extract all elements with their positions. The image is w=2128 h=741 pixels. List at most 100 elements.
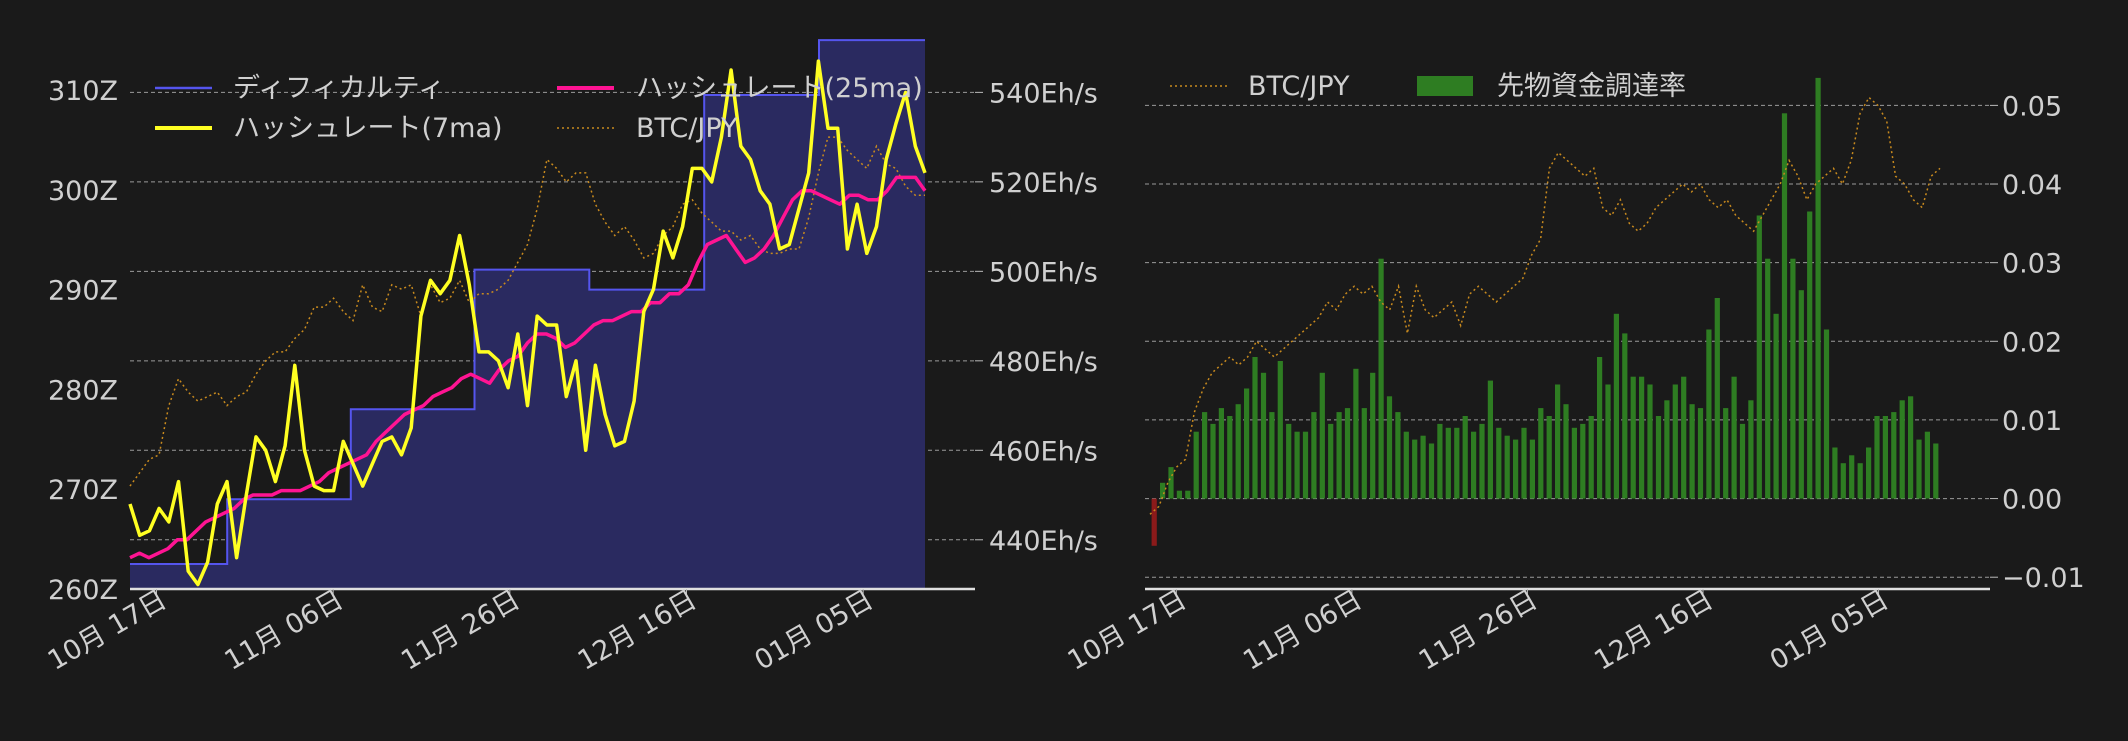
funding-bar — [1697, 408, 1704, 499]
funding-bar — [1933, 443, 1939, 499]
funding-bar — [1538, 408, 1544, 499]
tick-label-0: −0.01 — [2002, 563, 2085, 594]
legend-label-difficulty: ディフィカルティ — [233, 73, 445, 104]
funding-bar — [1849, 455, 1855, 499]
funding-bar — [1168, 467, 1174, 499]
funding-bar — [1630, 376, 1636, 499]
funding-bar — [1823, 329, 1830, 499]
funding-bar — [1513, 439, 1519, 499]
funding-bar — [1462, 416, 1468, 499]
funding-bar — [1731, 376, 1737, 499]
funding-bar — [1639, 376, 1645, 499]
funding-bar — [1353, 368, 1359, 499]
funding-bar — [1235, 404, 1241, 499]
funding-bar — [1571, 427, 1577, 499]
funding-bar — [1311, 412, 1317, 499]
funding-bar — [1664, 400, 1670, 499]
funding-bar — [1244, 388, 1250, 499]
left-legend: ディフィカルティ ハッシュレート(25ma) ハッシュレート(7ma) BTC/… — [155, 73, 923, 144]
funding-bar — [1395, 412, 1401, 499]
funding-bar — [1328, 423, 1334, 499]
legend-swatch-funding-rate — [1417, 76, 1473, 96]
funding-bar — [1706, 329, 1712, 499]
funding-bar — [1420, 435, 1426, 499]
funding-bar — [1529, 439, 1535, 499]
funding-bar — [1613, 313, 1619, 499]
funding-bar — [1210, 423, 1216, 499]
legend-label-hashrate-25ma: ハッシュレート(25ma) — [636, 73, 923, 104]
legend-label-btc-jpy: BTC/JPY — [636, 113, 738, 144]
funding-bar — [1815, 77, 1821, 499]
difficulty-area — [130, 40, 925, 590]
funding-bar — [1403, 431, 1409, 499]
hashrate-25ma-line — [129, 175, 927, 560]
funding-bar — [1386, 396, 1393, 499]
left-tick-label-0: 260Z — [48, 575, 118, 606]
btc-jpy-line — [129, 136, 925, 487]
funding-bar — [1605, 384, 1611, 499]
funding-bar — [1891, 412, 1897, 499]
funding-rate-bars — [1151, 77, 1939, 546]
funding-bar — [1176, 490, 1182, 499]
funding-bar — [1319, 372, 1325, 499]
funding-bar — [1378, 258, 1384, 499]
legend-label-hashrate-7ma: ハッシュレート(7ma) — [233, 113, 503, 144]
funding-bar — [1336, 412, 1342, 499]
tick-label-5: 0.04 — [2002, 170, 2062, 201]
funding-bar — [1908, 396, 1914, 499]
left-tick-label-5: 310Z — [48, 76, 118, 107]
funding-bar — [1294, 431, 1300, 499]
funding-bar — [1916, 439, 1922, 499]
funding-bar — [1479, 423, 1485, 499]
right-tick-label-4: 520Eh/s — [989, 168, 1098, 199]
tick-label-2: 0.01 — [2002, 406, 2062, 437]
funding-bar — [1899, 400, 1905, 499]
funding-bar — [1227, 416, 1233, 499]
funding-bar — [1496, 427, 1502, 499]
funding-bar — [1361, 408, 1367, 499]
funding-bar — [1344, 408, 1351, 499]
left-tick-label-1: 270Z — [48, 475, 118, 506]
funding-bar — [1672, 384, 1678, 499]
left-y-axis-ticks: 260Z 270Z 280Z 290Z 300Z 310Z — [48, 76, 118, 606]
funding-bar — [1445, 427, 1451, 499]
funding-bar — [1655, 416, 1662, 499]
funding-bar — [1647, 384, 1653, 499]
funding-bar — [1454, 427, 1460, 499]
funding-bar — [1773, 313, 1779, 499]
funding-bar — [1555, 384, 1561, 499]
funding-bar — [1748, 400, 1754, 499]
tick-label-6: 0.05 — [2002, 91, 2062, 122]
funding-bar — [1832, 447, 1838, 499]
right-tick-label-2: 480Eh/s — [989, 347, 1098, 378]
funding-bar — [1437, 423, 1443, 499]
right-tick-label-0: 440Eh/s — [989, 526, 1098, 557]
funding-bar — [1924, 431, 1930, 499]
funding-bar — [1798, 290, 1804, 499]
tick-label-4: 0.03 — [2002, 249, 2062, 280]
funding-bar — [1756, 215, 1762, 499]
funding-bar — [1252, 357, 1258, 499]
funding-bar — [1277, 361, 1283, 499]
funding-bar — [1807, 211, 1813, 499]
legend-label-funding-rate: 先物資金調達率 — [1497, 71, 1686, 102]
funding-bar — [1412, 439, 1418, 499]
funding-bar — [1521, 427, 1527, 499]
funding-bar — [1882, 416, 1888, 499]
left-tick-label-4: 300Z — [48, 176, 118, 207]
funding-bar — [1857, 463, 1863, 499]
funding-bar — [1286, 423, 1292, 499]
funding-bar — [1185, 490, 1191, 499]
funding-bar — [1260, 372, 1267, 499]
right-tick-label-3: 500Eh/s — [989, 257, 1098, 288]
funding-bar — [1689, 404, 1695, 499]
funding-bar — [1202, 412, 1208, 499]
funding-bar — [1739, 423, 1746, 499]
right-tick-label-1: 460Eh/s — [989, 436, 1098, 467]
funding-bar — [1790, 258, 1796, 499]
funding-bar — [1622, 333, 1628, 499]
funding-bar — [1765, 258, 1771, 499]
funding-bar — [1160, 482, 1166, 499]
funding-bar — [1588, 416, 1594, 499]
